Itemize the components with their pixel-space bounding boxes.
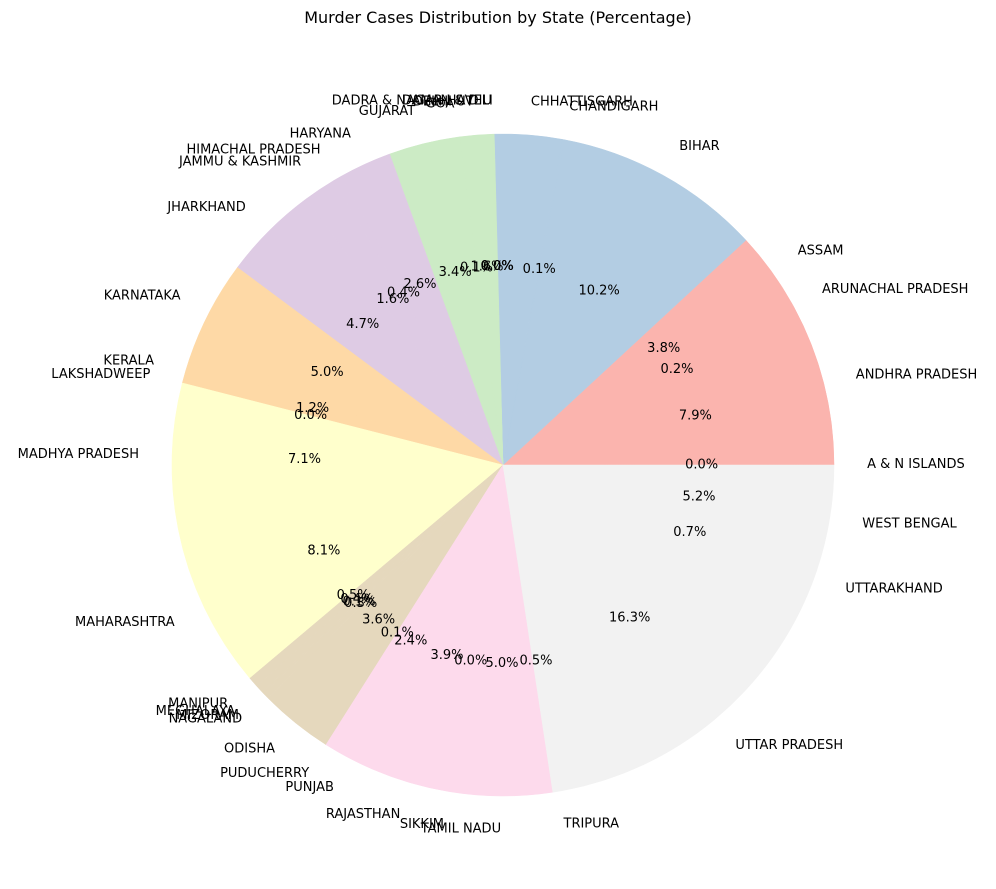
pie-labels: A & N ISLANDS 0.0% ANDHRA PRADESH 7.9% ARUNA… [18,94,978,837]
slice-percent-label: 10.2% [578,284,619,299]
slice-percent-label: 16.3% [609,610,650,625]
slice-percent-label: 7.1% [288,452,321,467]
slice-label: SIKKIM [400,817,444,832]
slice-percent-label: 2.6% [403,277,436,292]
slice-percent-label: 0.3% [344,596,377,611]
slice-label: RAJASTHAN [326,807,400,822]
slice-percent-label: 0.5% [337,588,370,603]
slice-label: PUNJAB [285,780,334,795]
slice-percent-label: 7.9% [679,409,712,424]
slice-label: KERALA [103,354,154,369]
slice-label: ARUNACHAL PRADESH [822,282,968,297]
slice-label: ANDHRA PRADESH [856,368,977,383]
slice-percent-label: 0.1% [523,262,556,277]
slice-label: A & N ISLANDS [867,457,965,472]
slice-percent-label: 0.5% [519,653,552,668]
slice-percent-label: 0.1% [342,594,375,609]
slice-label: PUDUCHERRY [220,766,309,781]
slice-label: ODISHA [224,741,275,756]
slice-percent-label: 0.0% [481,259,514,274]
slice-percent-label: 8.1% [307,543,340,558]
slice-percent-label: 0.4% [340,592,373,607]
slice-label: CHANDIGARH [569,100,658,115]
slice-label: BIHAR [679,139,719,154]
slice-label: CHHATTISGARH [531,95,633,110]
slice-label: MEGHALAYA [156,704,236,719]
pie-slice [502,306,835,466]
slice-label: DELHI UT [413,95,474,110]
pie-slice [502,139,747,466]
slice-label: DAMAN & DIU [402,94,492,109]
slice-percent-label: 0.0% [294,408,327,423]
pie-slice [171,382,504,529]
chart-title: Murder Cases Distribution by State (Perc… [304,8,692,27]
slice-label: TRIPURA [563,817,620,832]
slice-label: ASSAM [798,244,844,259]
slice-percent-label: 5.0% [485,656,518,671]
pie-slices [171,133,835,797]
slice-label: DADRA & NAGAR HAVELI [332,94,493,109]
slice-label: TAMIL NADU [420,822,501,837]
slice-percent-label: 1.6% [376,292,409,307]
slice-percent-label: 0.0% [685,457,718,472]
slice-label: NAGALAND [169,712,243,727]
slice-label: MANIPUR [168,696,228,711]
pie-slice [502,464,835,572]
slice-percent-label: 0.0% [480,259,513,274]
slice-percent-label: 3.8% [647,341,680,356]
slice-label: JHARKHAND [166,200,245,215]
slice-label: JAMMU & KASHMIR [178,154,301,169]
slice-percent-label: 0.2% [660,362,693,377]
slice-label: WEST BENGAL [862,516,957,531]
slice-percent-label: 5.0% [311,365,344,380]
slice-percent-label: 3.6% [362,612,395,627]
pie-slice [177,464,504,679]
slice-label: HARYANA [290,127,351,142]
slice-label: MADHYA PRADESH [18,447,139,462]
slice-percent-label: 0.1% [381,626,414,641]
slice-label: MIZORAM [176,708,239,723]
slice-label: GUJARAT [359,104,415,119]
slice-percent-label: 1.2% [296,401,329,416]
slice-label: GOA [425,97,454,112]
slice-percent-label: 3.4% [439,265,472,280]
slice-percent-label: 0.1% [460,261,493,276]
slice-percent-label: 0.0% [454,654,487,669]
slice-label: HIMACHAL PRADESH [186,142,320,157]
slice-label: UTTARAKHAND [845,581,942,596]
pie-slice [502,464,813,791]
slice-percent-label: 0.4% [387,286,420,301]
slice-label: LAKSHADWEEP [51,367,150,382]
slice-label: KARNATAKA [104,288,181,303]
slice-label: MAHARASHTRA [75,615,175,630]
slice-label: UTTAR PRADESH [735,738,843,753]
slice-percent-label: 0.7% [673,525,706,540]
slice-percent-label: 2.4% [394,633,427,648]
slice-percent-label: 4.7% [346,317,379,332]
slice-percent-label: 5.2% [682,490,715,505]
slice-percent-label: 1.6% [470,260,503,275]
slice-percent-label: 3.9% [430,648,463,663]
